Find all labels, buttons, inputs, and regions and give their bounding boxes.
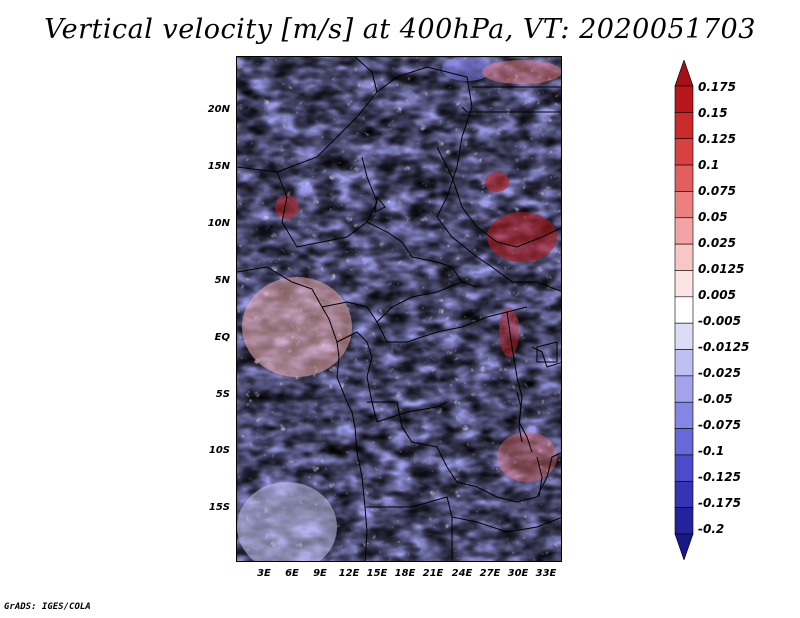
lon-label-3e: 3E: [257, 568, 271, 579]
lat-label-15s: 15S: [208, 502, 230, 513]
lake-chad: [374, 195, 386, 213]
ascent-spot-north: [485, 172, 509, 192]
regional-features: [237, 57, 561, 561]
colorbar-label-6: 0.025: [698, 236, 736, 250]
colorbar-label-17: -0.2: [698, 522, 725, 536]
colorbar-label-9: -0.005: [698, 314, 741, 328]
coastline-west: [237, 266, 348, 403]
border-niger-north: [237, 57, 378, 173]
border-drc-north: [376, 306, 528, 343]
lat-label-15n: 15N: [207, 161, 230, 172]
colorbar-label-3: 0.1: [698, 158, 720, 172]
lat-label-5n: 5N: [214, 275, 230, 286]
map-panel: [236, 56, 562, 562]
lon-label-27e: 27E: [479, 568, 501, 579]
lat-label-eq: EQ: [214, 332, 230, 343]
colorbar-label-14: -0.1: [698, 444, 725, 458]
border-car-north: [366, 221, 478, 288]
border-zambia-south: [451, 516, 561, 533]
strong-ascent-sudan: [487, 212, 557, 262]
colorbar-segment: [674, 428, 694, 456]
ascent-spot-nigeria: [275, 195, 299, 219]
colorbar-segment: [674, 243, 694, 271]
coastline-southwest: [346, 401, 368, 561]
border-sudan-south: [436, 216, 561, 292]
colorbar-segment: [674, 507, 694, 535]
colorbar-segment: [674, 454, 694, 482]
country-boundaries: [237, 57, 561, 561]
colorbar-segment: [674, 296, 694, 324]
colorbar-segment: [674, 270, 694, 298]
lat-label-10n: 10N: [207, 218, 230, 229]
colorbar-segment: [674, 322, 694, 350]
colorbar-segment: [674, 85, 694, 113]
ascent-spot-lakes: [499, 307, 519, 357]
border-drc-east: [506, 311, 533, 453]
lat-label-20n: 20N: [207, 104, 230, 115]
colorbar-segment: [674, 375, 694, 403]
colorbar-label-5: 0.05: [698, 210, 728, 224]
colorbar-label-8: 0.005: [698, 288, 736, 302]
colorbar-segment: [674, 164, 694, 192]
lon-label-15e: 15E: [366, 568, 388, 579]
border-libya-egypt: [461, 106, 561, 113]
colorbar-segment: [674, 191, 694, 219]
border-angola-drc: [367, 401, 538, 503]
colorbar-label-2: 0.125: [698, 132, 736, 146]
colorbar-label-15: -0.125: [698, 470, 741, 484]
colorbar-label-10: -0.0125: [698, 340, 750, 354]
colorbar-segment: [674, 533, 694, 560]
colorbar-label-13: -0.075: [698, 418, 741, 432]
border-nigeria: [276, 156, 378, 248]
lakes: [374, 195, 558, 498]
colorbar-segment: [674, 138, 694, 166]
lon-label-6e: 6E: [285, 568, 299, 579]
grads-credit: GrADS: IGES/COLA: [4, 602, 91, 612]
lon-label-18e: 18E: [394, 568, 416, 579]
border-car-south: [321, 281, 463, 323]
colorbar: [674, 60, 694, 560]
border-drc-west: [376, 401, 448, 423]
southeast-positive-region: [497, 432, 557, 482]
ne-positive-band: [482, 60, 561, 84]
chart-title: Vertical velocity [m/s] at 400hPa, VT: 2…: [44, 14, 756, 45]
colorbar-label-11: -0.025: [698, 366, 741, 380]
lake-malawi: [536, 456, 543, 498]
colorbar-label-0: 0.175: [698, 80, 736, 94]
lon-label-12e: 12E: [338, 568, 360, 579]
border-sudan-interior: [436, 146, 561, 248]
lat-label-5s: 5S: [215, 389, 230, 400]
border-chad-east: [376, 66, 473, 218]
north-negative-band: [442, 57, 492, 81]
lon-label-30e: 30E: [507, 568, 529, 579]
lon-label-9e: 9E: [313, 568, 327, 579]
colorbar-label-16: -0.175: [698, 496, 741, 510]
lon-label-24e: 24E: [451, 568, 473, 579]
gulf-positive-region: [242, 277, 352, 377]
south-atlantic-negative: [237, 482, 337, 561]
lon-label-21e: 21E: [422, 568, 444, 579]
lake-victoria: [536, 341, 558, 363]
lon-label-33e: 33E: [535, 568, 557, 579]
colorbar-segment: [674, 349, 694, 377]
colorbar-segment: [674, 112, 694, 140]
colorbar-label-12: -0.05: [698, 392, 733, 406]
vertical-velocity-field: [237, 57, 561, 561]
colorbar-segment: [674, 217, 694, 245]
colorbar-label-7: 0.0125: [698, 262, 745, 276]
colorbar-segment: [674, 401, 694, 429]
colorbar-segment: [674, 60, 694, 87]
lat-label-10s: 10S: [208, 445, 230, 456]
colorbar-segment: [674, 480, 694, 508]
border-tanzania: [536, 452, 561, 498]
border-angola-namibia: [365, 496, 453, 561]
lake-tanganyika: [516, 391, 523, 443]
colorbar-label-1: 0.15: [698, 106, 728, 120]
colorbar-label-4: 0.075: [698, 184, 736, 198]
